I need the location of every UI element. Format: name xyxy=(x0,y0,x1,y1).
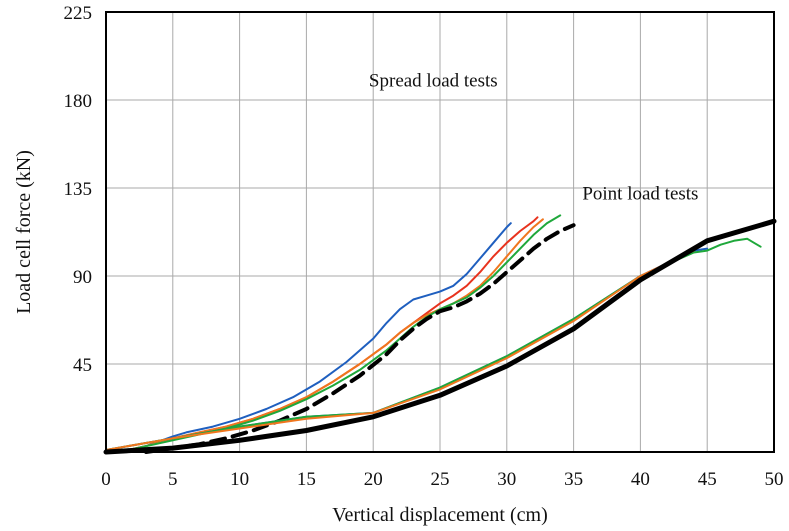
series-line-3 xyxy=(118,218,544,453)
annotation-2: Point load tests xyxy=(582,184,698,205)
annotation-1: Spread load tests xyxy=(369,70,498,91)
x-tick-label: 20 xyxy=(364,469,383,490)
x-tick-label: 35 xyxy=(564,469,583,490)
y-tick-label: 225 xyxy=(64,3,93,24)
series-line-7 xyxy=(105,237,762,451)
x-tick-label: 5 xyxy=(168,469,178,490)
series-layer xyxy=(103,214,777,455)
series-line-8 xyxy=(105,249,695,451)
plot-frame xyxy=(105,11,775,453)
grid-layer xyxy=(106,12,774,452)
x-tick-label: 15 xyxy=(297,469,316,490)
x-tick-label: 45 xyxy=(698,469,717,490)
x-axis-label: Vertical displacement (cm) xyxy=(332,504,547,526)
series-line-1 xyxy=(118,222,512,453)
x-tick-label: 30 xyxy=(497,469,516,490)
x-tick-label: 10 xyxy=(230,469,249,490)
y-tick-label: 135 xyxy=(64,179,93,200)
series-line-6 xyxy=(105,247,709,451)
x-tick-label: 25 xyxy=(431,469,450,490)
x-tick-label: 40 xyxy=(631,469,650,490)
series-line-5 xyxy=(144,223,576,454)
y-axis-label: Load cell force (kN) xyxy=(13,150,35,314)
y-tick-label: 90 xyxy=(73,267,92,288)
x-tick-label: 0 xyxy=(101,469,111,490)
annotation-layer: Spread load tests Point load tests xyxy=(369,70,699,204)
y-tick-label: 180 xyxy=(64,91,93,112)
series-line-9 xyxy=(103,218,777,455)
y-tick-label: 45 xyxy=(73,355,92,376)
tick-layer: 0 5 10 15 20 25 30 35 40 45 50 45 90 135 180 225 xyxy=(64,3,784,490)
x-tick-label: 50 xyxy=(765,469,784,490)
